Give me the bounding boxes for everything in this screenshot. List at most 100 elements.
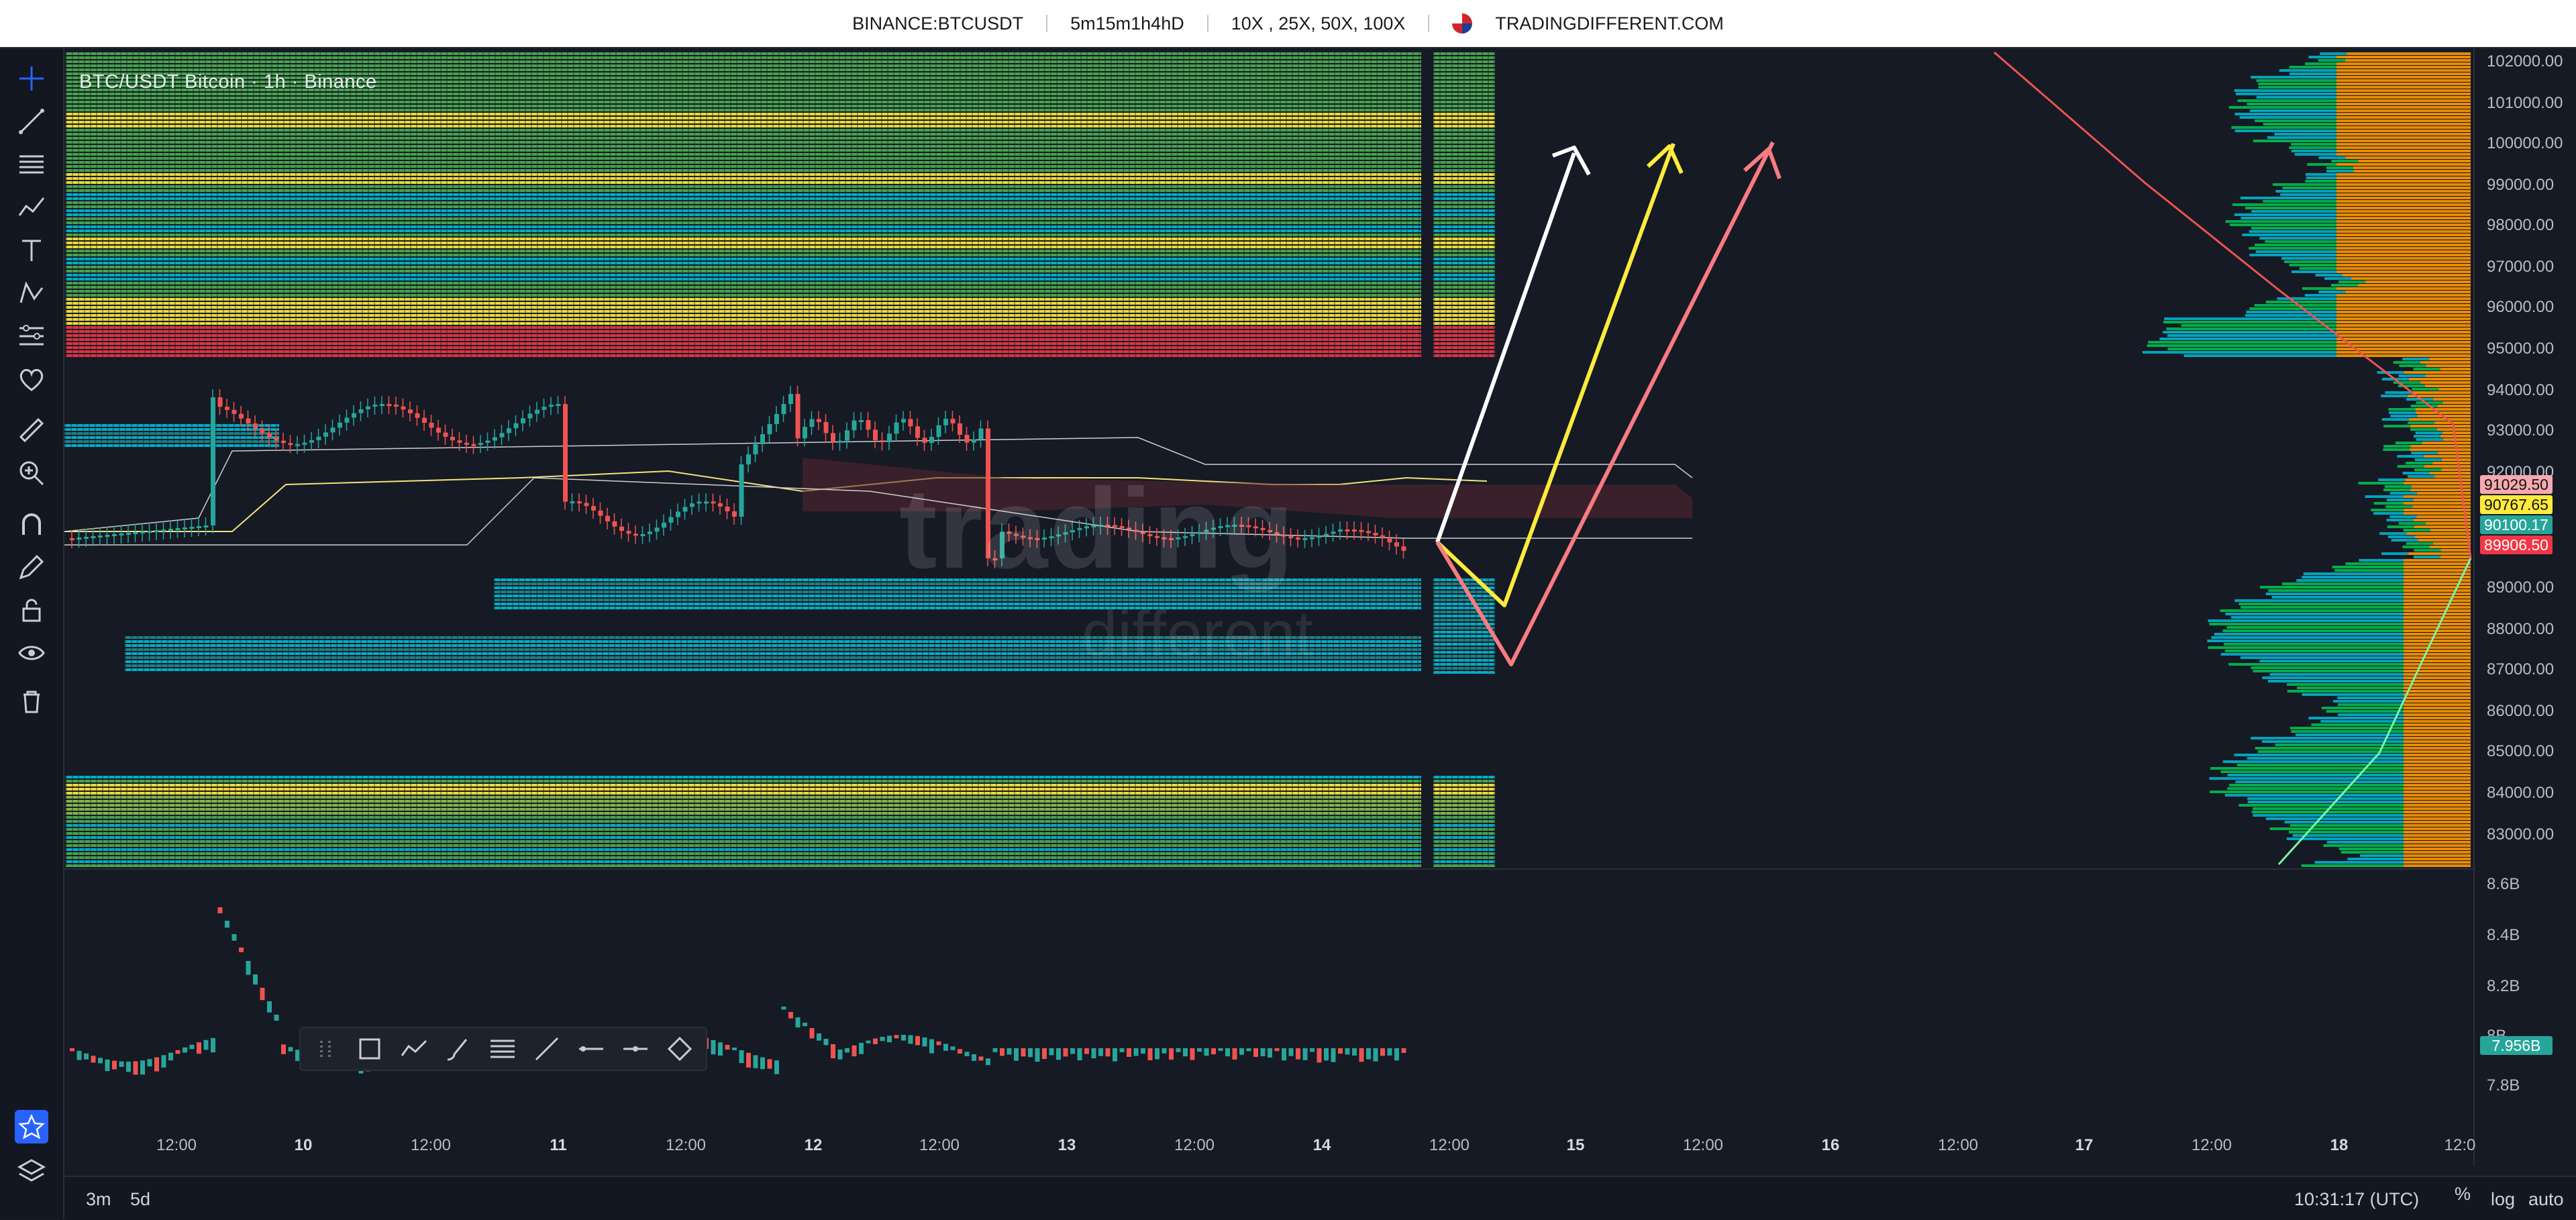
brand-label[interactable]: TRADINGDIFFERENT.COM [1495, 13, 1724, 34]
profile-bar [2397, 465, 2424, 468]
profile-bar [2353, 166, 2471, 169]
rectangle-icon[interactable] [352, 1031, 388, 1067]
volume-bar [831, 1044, 835, 1059]
text-icon[interactable] [15, 234, 48, 267]
heatmap-row [1433, 262, 1495, 264]
profile-bar [2289, 72, 2336, 75]
candle-body [1317, 536, 1322, 538]
profile-bar [2247, 103, 2336, 105]
heart-icon[interactable] [15, 362, 48, 396]
profile-bar [2398, 385, 2425, 387]
heatmap-gap [796, 52, 798, 357]
heatmap-gap [1394, 52, 1396, 357]
star-icon[interactable] [15, 1110, 48, 1143]
heatmap-gap [603, 52, 605, 357]
heatmap-gap [1255, 776, 1257, 866]
candle-body [1401, 546, 1406, 551]
timeframes-label[interactable]: 5m15m1h4hD [1070, 13, 1184, 34]
heatmap-gap [289, 776, 291, 866]
heatmap-gap [1470, 52, 1471, 357]
zoom-icon[interactable] [15, 456, 48, 490]
fib-icon[interactable] [15, 148, 48, 181]
heatmap-gap [1290, 636, 1292, 672]
volume-bar [1345, 1048, 1350, 1055]
ruler-group-icon[interactable] [15, 319, 48, 353]
candle-body [358, 409, 364, 413]
heatmap-gap [1242, 636, 1243, 672]
crosshair-icon[interactable] [15, 62, 48, 95]
heatmap-row [66, 816, 1421, 819]
drag-handle-icon[interactable] [307, 1031, 344, 1067]
heatmap-gap [591, 776, 593, 866]
candle-body [1380, 535, 1385, 539]
volume-bar [803, 1023, 807, 1027]
heatmap-gap [650, 636, 652, 672]
trash-icon[interactable] [15, 684, 48, 718]
heatmap-gap [252, 636, 253, 672]
layers-icon[interactable] [15, 1154, 48, 1188]
heatmap-row [66, 824, 1421, 827]
auto-toggle[interactable]: auto [2528, 1189, 2564, 1209]
path-icon[interactable] [396, 1031, 432, 1067]
lock-icon[interactable] [15, 593, 48, 627]
horizontal-ray-icon[interactable] [573, 1031, 609, 1067]
heatmap-gap [440, 52, 442, 357]
heatmap-row [1433, 129, 1495, 132]
heatmap-gap [513, 52, 514, 357]
circle-icon[interactable] [662, 1031, 698, 1067]
eye-icon[interactable] [15, 636, 48, 670]
heatmap-gap [1170, 578, 1172, 609]
heatmap-gap [1201, 52, 1202, 357]
heatmap-gap [89, 424, 90, 448]
heatmap-row [1433, 56, 1495, 59]
profile-bar [2399, 364, 2426, 367]
candle-body [1345, 529, 1350, 531]
candle-body [302, 442, 307, 445]
heatmap-gap [1261, 578, 1262, 609]
heatmap-row [66, 56, 1421, 59]
range-3m-button[interactable]: 3m [86, 1189, 111, 1209]
price-axis[interactable]: 102000.00 101000.00 100000.00 99000.00 98000… [2473, 48, 2576, 1166]
heatmap-gap [1177, 52, 1178, 357]
chart-title[interactable]: BTC/USDT Bitcoin · 1h · Binance [79, 71, 377, 93]
trend-line-icon[interactable] [15, 105, 48, 138]
percent-toggle[interactable]: % [2455, 1184, 2471, 1204]
heatmap-gap [1488, 52, 1489, 357]
measure-icon[interactable] [15, 413, 48, 447]
profile-bar [2222, 629, 2404, 632]
heatmap-gap [259, 776, 260, 866]
heatmap-gap [849, 636, 851, 672]
heatmap-gap [898, 578, 900, 609]
heatmap-gap [1345, 636, 1346, 672]
profile-bar [2408, 395, 2471, 397]
brush-icon[interactable] [440, 1031, 476, 1067]
profile-bar [2337, 703, 2404, 706]
trendline-icon[interactable] [529, 1031, 565, 1067]
profile-bar [2249, 307, 2336, 310]
magnet-icon[interactable] [15, 507, 48, 541]
horizontal-line-icon[interactable] [617, 1031, 654, 1067]
clock-label[interactable]: 10:31:17 (UTC) [2294, 1189, 2420, 1209]
pencil-lock-icon[interactable] [15, 550, 48, 584]
heatmap-gap [416, 52, 417, 357]
heatmap-gap [102, 52, 103, 357]
symbol-label[interactable]: BINANCE:BTCUSDT [852, 13, 1024, 34]
heatmap-gap [398, 776, 399, 866]
fib-lines-icon[interactable] [484, 1031, 521, 1067]
pattern-icon[interactable] [15, 191, 48, 224]
heatmap-row [66, 173, 1421, 176]
candle-body [1155, 536, 1160, 538]
heatmap-row [1433, 603, 1495, 605]
log-toggle[interactable]: log [2491, 1189, 2516, 1209]
heatmap-gap [1328, 52, 1329, 357]
time-axis[interactable]: 12:00 10 12:00 11 12:00 12 12:00 13 12:00 14 12:00… [64, 1131, 2475, 1164]
heatmap-gap [723, 636, 724, 672]
heatmap-gap [748, 52, 750, 357]
heatmap-row [494, 591, 1421, 593]
range-5d-button[interactable]: 5d [130, 1189, 151, 1209]
profile-bar [2336, 56, 2471, 58]
heatmap-gap [646, 776, 647, 866]
profile-bar [2336, 287, 2471, 290]
prediction-icon[interactable] [15, 276, 48, 310]
chart-pane[interactable] [64, 48, 2473, 1166]
